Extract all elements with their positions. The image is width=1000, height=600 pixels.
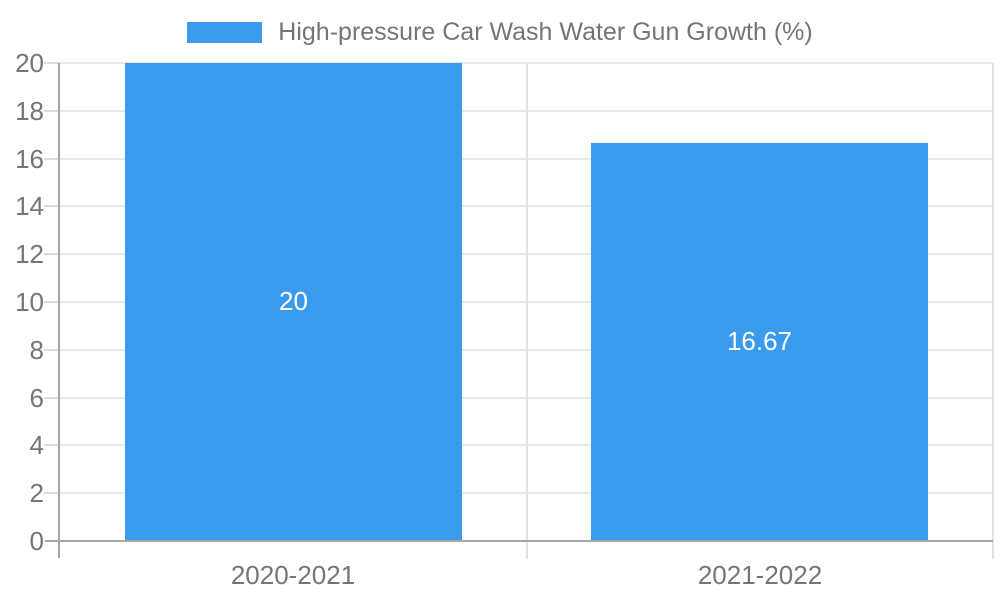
y-axis-tick (44, 301, 60, 303)
gridline-vertical (992, 63, 994, 559)
y-axis-tick (44, 397, 60, 399)
y-axis-tick-label: 18 (15, 96, 44, 126)
bar-value-label: 20 (279, 286, 308, 316)
bar-2021-2022[interactable]: 16.67 (591, 143, 928, 540)
y-axis-tick-label: 2 (29, 478, 44, 508)
y-axis-tick-label: 16 (15, 144, 44, 174)
y-axis-tick (44, 492, 60, 494)
y-axis-tick (44, 158, 60, 160)
y-axis-tick-label: 4 (29, 430, 44, 460)
x-axis-line (45, 540, 993, 542)
y-axis-tick (44, 444, 60, 446)
y-axis-tick (44, 110, 60, 112)
bar-value-label: 16.67 (726, 326, 793, 356)
y-axis-tick-label: 14 (15, 191, 44, 221)
legend-swatch-icon (187, 22, 263, 43)
y-axis-tick-label: 12 (15, 239, 44, 269)
y-axis-tick-label: 20 (15, 48, 44, 78)
legend-label: High-pressure Car Wash Water Gun Growth … (278, 18, 813, 46)
x-axis-label: 2020-2021 (230, 560, 356, 590)
y-axis-tick (44, 205, 60, 207)
x-axis-label: 2021-2022 (697, 560, 823, 590)
legend-item[interactable]: High-pressure Car Wash Water Gun Growth … (187, 18, 813, 47)
y-axis-tick-label: 8 (29, 335, 44, 365)
y-axis-tick (44, 253, 60, 255)
legend: High-pressure Car Wash Water Gun Growth … (0, 18, 1000, 47)
gridline-vertical (526, 63, 528, 559)
y-axis-line (58, 63, 60, 558)
y-axis-tick (44, 349, 60, 351)
bar-2020-2021[interactable]: 20 (125, 63, 462, 540)
y-axis-tick-label: 10 (15, 287, 44, 317)
y-axis-tick-label: 0 (29, 526, 44, 556)
y-axis-tick-label: 6 (29, 383, 44, 413)
y-axis-tick (44, 62, 60, 64)
